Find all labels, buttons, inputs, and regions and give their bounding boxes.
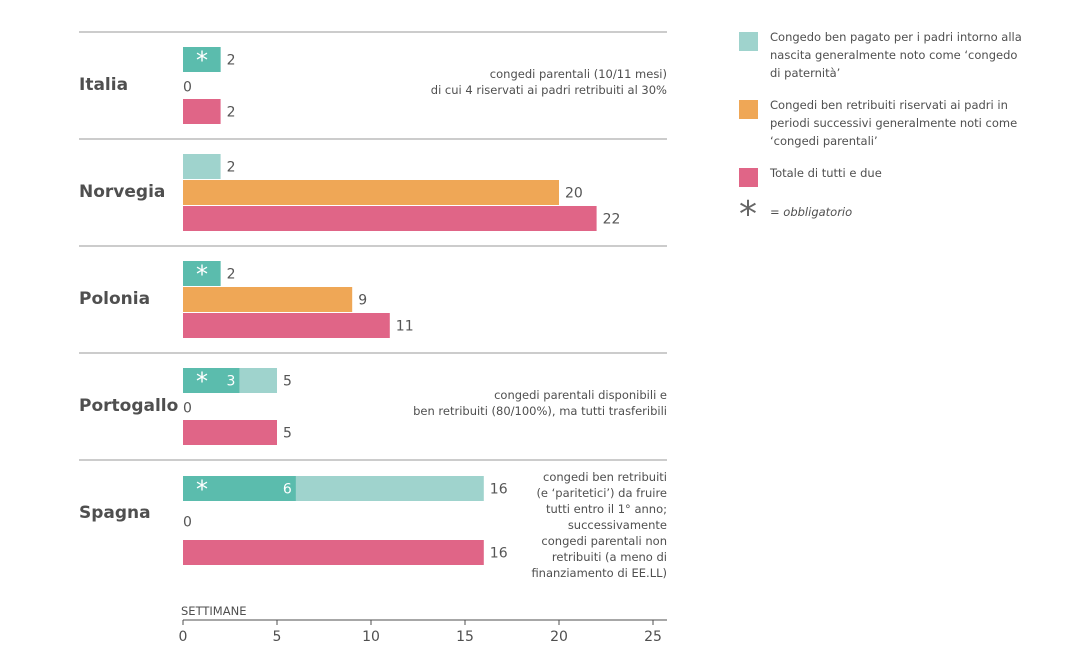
value-label: 2	[227, 105, 236, 121]
country-label: Norvegia	[79, 182, 165, 202]
x-tick-label: 5	[273, 629, 282, 645]
note-line: successivamente	[568, 518, 667, 532]
legend-mandatory-note: = obbligatorio	[770, 205, 852, 219]
bar-total	[183, 420, 277, 445]
legend-swatch-paternity	[739, 32, 758, 51]
note-line: congedi parentali non	[541, 534, 667, 548]
country-label: Italia	[79, 75, 128, 95]
note-line: finanziamento di EE.LL)	[531, 566, 667, 580]
country-label: Polonia	[79, 289, 150, 309]
value-label: 0	[183, 80, 192, 96]
value-label: 0	[183, 515, 192, 531]
value-label: 5	[283, 374, 292, 390]
legend-swatch-total	[739, 168, 758, 187]
legend-text: periodi successivi generalmente noti com…	[770, 116, 1017, 130]
mandatory-value-label: 3	[226, 374, 235, 390]
mandatory-star: *	[196, 476, 208, 504]
bar-total	[183, 313, 390, 338]
note-line: congedi parentali disponibili e	[494, 388, 667, 402]
bar-paternity-mandatory	[183, 47, 221, 72]
legend-text: Totale di tutti e due	[769, 166, 882, 180]
value-label: 16	[490, 482, 508, 498]
legend-text: ‘congedi parentali’	[770, 134, 878, 148]
value-label: 0	[183, 401, 192, 417]
bar-parental	[183, 180, 559, 205]
x-tick-label: 15	[456, 629, 474, 645]
value-label: 11	[396, 319, 414, 335]
bar-total	[183, 206, 597, 231]
country-label: Portogallo	[79, 396, 178, 416]
bar-paternity	[183, 154, 221, 179]
x-axis-label: SETTIMANE	[181, 604, 246, 618]
legend-text: di paternità’	[770, 66, 840, 80]
note-line: (e ‘paritetici’) da fruire	[536, 486, 667, 500]
bar-total	[183, 540, 484, 565]
value-label: 5	[283, 426, 292, 442]
note-line: congedi ben retribuiti	[543, 470, 667, 484]
note-line: congedi parentali (10/11 mesi)	[490, 67, 667, 81]
x-tick-label: 10	[362, 629, 380, 645]
country-label: Spagna	[79, 503, 151, 523]
bar-paternity-mandatory	[183, 261, 221, 286]
mandatory-star: *	[196, 47, 208, 75]
bar-paternity-mandatory	[183, 476, 296, 501]
x-tick-label: 20	[550, 629, 568, 645]
note-line: tutti entro il 1° anno;	[546, 502, 667, 516]
note-line: retribuiti (a meno di	[552, 550, 667, 564]
legend-text: Congedo ben pagato per i padri intorno a…	[770, 30, 1022, 44]
x-tick-label: 0	[179, 629, 188, 645]
legend-mandatory-star: *	[739, 194, 757, 235]
value-label: 2	[227, 53, 236, 69]
note-line: ben retribuiti (80/100%), ma tutti trasf…	[413, 404, 667, 418]
legend-text: Congedi ben retribuiti riservati ai padr…	[770, 98, 1008, 112]
mandatory-star: *	[196, 368, 208, 396]
value-label: 2	[227, 267, 236, 283]
legend-swatch-parental	[739, 100, 758, 119]
value-label: 16	[490, 546, 508, 562]
value-label: 2	[227, 160, 236, 176]
mandatory-star: *	[196, 261, 208, 289]
x-tick-label: 25	[644, 629, 662, 645]
value-label: 22	[603, 212, 621, 228]
bar-paternity-mandatory	[183, 368, 240, 393]
note-line: di cui 4 riservati ai padri retribuiti a…	[431, 83, 667, 97]
mandatory-value-label: 6	[283, 482, 292, 498]
value-label: 20	[565, 186, 583, 202]
bar-total	[183, 99, 221, 124]
bar-parental	[183, 287, 353, 312]
legend-text: nascita generalmente noto come ‘congedo	[770, 48, 1017, 62]
value-label: 9	[358, 293, 367, 309]
